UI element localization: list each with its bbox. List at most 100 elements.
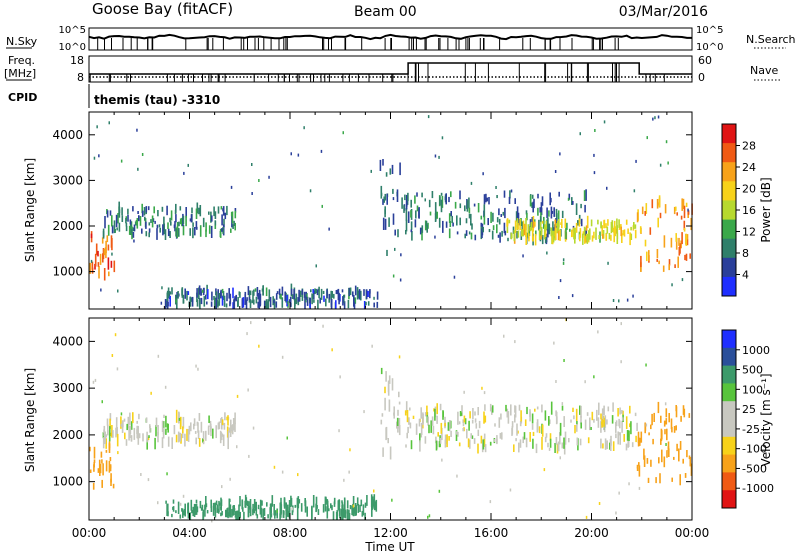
power-cell (175, 203, 177, 213)
power-cell (498, 208, 500, 216)
power-cell (449, 221, 452, 227)
power-cell (526, 212, 528, 221)
velocity-cell (584, 419, 587, 430)
velocity-cell (651, 413, 653, 426)
power-cell (218, 293, 221, 306)
velocity-cell (393, 406, 395, 419)
power-cell (528, 233, 530, 242)
velocity-cell (101, 482, 103, 488)
velocity-cell (557, 441, 560, 452)
power-cell (110, 260, 113, 268)
velocity-cell (673, 456, 675, 460)
velocity-cell (480, 435, 483, 444)
velocity-cell (422, 412, 424, 425)
power-cell (98, 266, 100, 279)
power-cell (386, 193, 388, 205)
power-cell (586, 215, 589, 229)
power-cell (187, 291, 190, 295)
power-colorbar-tick-label: 28 (742, 140, 756, 153)
power-cell (169, 291, 171, 295)
velocity-cell (138, 433, 141, 439)
power-cell (189, 228, 191, 236)
power-cell (535, 230, 537, 236)
velocity-cell (373, 489, 375, 493)
power-cell (225, 303, 228, 308)
velocity-cell (464, 418, 467, 425)
velocity-cell (178, 417, 181, 421)
velocity-cell (449, 420, 451, 429)
velocity-cell (352, 504, 355, 508)
frequency-tick-bottom: 8 (77, 71, 84, 84)
velocity-cell (220, 432, 223, 439)
power-cell (529, 195, 532, 207)
power-cell (465, 230, 468, 236)
velocity-cell (149, 425, 151, 433)
power-cell (657, 217, 659, 228)
velocity-cell (371, 503, 373, 517)
power-cell (593, 231, 595, 239)
velocity-cell (261, 500, 263, 506)
velocity-cell (230, 419, 232, 427)
power-cell (459, 190, 461, 200)
power-cell (649, 227, 652, 235)
power-cell (317, 299, 319, 309)
power-cell (567, 197, 570, 201)
velocity-cell (623, 434, 625, 442)
velocity-cell (271, 495, 274, 507)
power-cell (491, 230, 494, 240)
power-cell (91, 261, 94, 270)
power-cell (550, 227, 553, 237)
velocity-cell (561, 405, 564, 411)
power-cell (675, 233, 677, 242)
power-cell (191, 297, 194, 303)
power-cell (598, 235, 600, 239)
velocity-cell (267, 514, 269, 519)
time-tick-label: 04:00 (172, 526, 207, 540)
velocity-cell (433, 408, 435, 412)
velocity-cell (215, 425, 217, 439)
velocity-cell (650, 459, 652, 467)
power-cell (354, 285, 357, 296)
velocity-cell (182, 508, 184, 518)
power-cell (287, 301, 289, 308)
power-cell (111, 215, 113, 227)
velocity-cell (155, 417, 158, 427)
power-cell (104, 247, 107, 255)
power-cell (95, 243, 98, 256)
power-cell (425, 220, 428, 227)
power-cell (203, 296, 206, 307)
velocity-cell (604, 438, 607, 450)
velocity-cell (348, 509, 350, 520)
power-cell (342, 296, 344, 306)
velocity-cell (467, 438, 470, 448)
velocity-cell (371, 344, 373, 348)
power-cell (541, 220, 544, 224)
power-cell (166, 205, 168, 216)
power-cell (527, 224, 530, 237)
power-cell (247, 286, 250, 296)
velocity-cell (246, 332, 248, 336)
power-cell (148, 228, 151, 233)
velocity-cell (366, 495, 368, 506)
power-cell (205, 294, 207, 300)
velocity-cell (387, 380, 390, 393)
velocity-cell (249, 499, 252, 508)
velocity-cell (126, 423, 128, 431)
power-cell (148, 222, 151, 226)
velocity-cell (343, 478, 345, 482)
power-cell (681, 278, 684, 282)
noise-right-tick-bottom: 10^0 (696, 42, 723, 53)
nave-tick-top: 60 (698, 54, 712, 67)
power-cell (579, 234, 581, 242)
power-cell (137, 211, 139, 214)
velocity-cell (561, 402, 564, 406)
velocity-cell (660, 415, 662, 423)
velocity-cell (547, 442, 549, 448)
velocity-cell (501, 432, 503, 440)
velocity-cell (133, 427, 136, 440)
power-cell (579, 228, 582, 238)
power-cell (483, 215, 486, 225)
power-cell (582, 231, 585, 236)
velocity-cell (322, 324, 324, 328)
power-cell (635, 159, 637, 163)
